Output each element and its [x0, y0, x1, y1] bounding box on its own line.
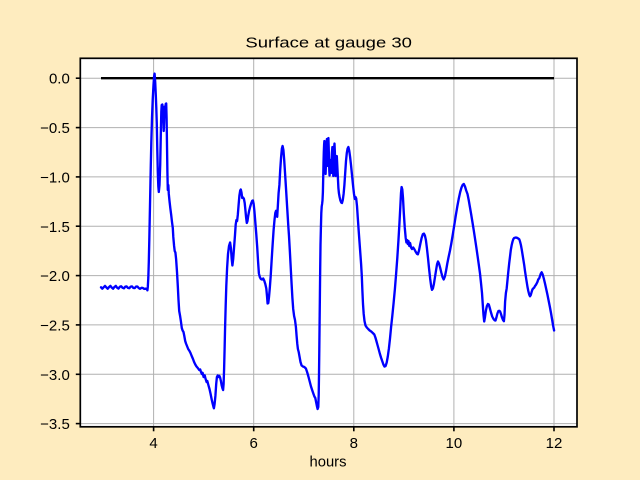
- svg-text:−2.5: −2.5: [40, 317, 70, 334]
- svg-text:6: 6: [250, 435, 258, 452]
- svg-text:4: 4: [149, 435, 157, 452]
- svg-text:−2.0: −2.0: [40, 268, 70, 285]
- svg-text:−0.5: −0.5: [40, 120, 70, 137]
- svg-text:−1.0: −1.0: [40, 169, 70, 186]
- svg-text:Surface at gauge 30: Surface at gauge 30: [245, 35, 412, 52]
- svg-text:12: 12: [546, 435, 563, 452]
- svg-text:0.0: 0.0: [49, 71, 70, 88]
- svg-text:8: 8: [350, 435, 358, 452]
- svg-text:10: 10: [446, 435, 463, 452]
- svg-text:−1.5: −1.5: [40, 219, 70, 236]
- svg-text:−3.0: −3.0: [40, 367, 70, 384]
- svg-text:hours: hours: [310, 454, 347, 471]
- svg-text:−3.5: −3.5: [40, 416, 70, 433]
